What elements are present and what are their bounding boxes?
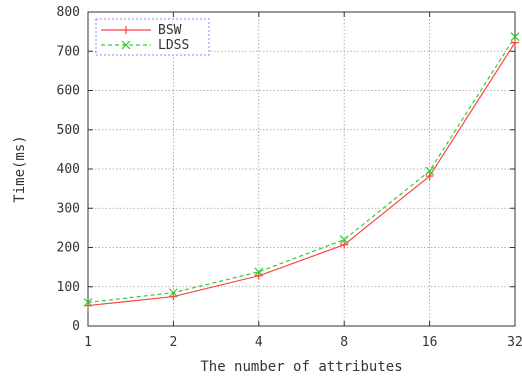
data-point-bsw xyxy=(511,38,519,47)
series-line-bsw xyxy=(87,42,516,307)
x-tick-label: 4 xyxy=(255,335,263,350)
y-tick-label: 700 xyxy=(57,44,80,59)
data-point-ldss xyxy=(425,166,435,176)
legend-box xyxy=(95,18,210,56)
data-point-ldss xyxy=(339,235,349,245)
x-tick-label: 8 xyxy=(340,335,348,350)
y-tick-label: 600 xyxy=(57,84,80,99)
y-tick-label: 0 xyxy=(72,319,80,334)
data-point-ldss xyxy=(83,298,93,307)
legend-label-bsw: BSW xyxy=(158,23,182,38)
x-tick-label: 1 xyxy=(84,335,92,350)
data-point-bsw xyxy=(254,271,263,280)
data-point-ldss xyxy=(168,288,178,298)
x-tick-label: 32 xyxy=(507,335,522,350)
data-point-ldss xyxy=(254,267,264,277)
plot-frame xyxy=(87,11,516,327)
data-point-bsw xyxy=(169,292,178,301)
legend-label-ldss: LDSS xyxy=(158,38,189,53)
data-point-bsw xyxy=(425,172,434,181)
axes: 0 100 200 300 400 500 600 700 800 1 2 4 8 16 32 xyxy=(57,5,522,350)
y-tick-label: 300 xyxy=(57,201,80,216)
data-point-ldss xyxy=(510,32,520,42)
y-axis-title: Time(ms) xyxy=(12,135,28,202)
x-axis-title: The number of attributes xyxy=(200,359,402,375)
legend-marker-ldss xyxy=(121,40,131,50)
legend-marker-bsw xyxy=(122,26,130,34)
x-tick-label: 2 xyxy=(169,335,177,350)
grid-lines xyxy=(88,12,515,326)
y-tick-label: 400 xyxy=(57,162,80,177)
x-tick-label: 16 xyxy=(422,335,438,350)
y-tick-label: 800 xyxy=(57,5,80,20)
data-point-bsw xyxy=(340,240,349,249)
y-tick-label: 100 xyxy=(57,280,80,295)
y-tick-label: 500 xyxy=(57,123,80,138)
series-group xyxy=(83,32,520,310)
series-line-ldss xyxy=(87,36,516,304)
y-tick-label: 200 xyxy=(57,241,80,256)
